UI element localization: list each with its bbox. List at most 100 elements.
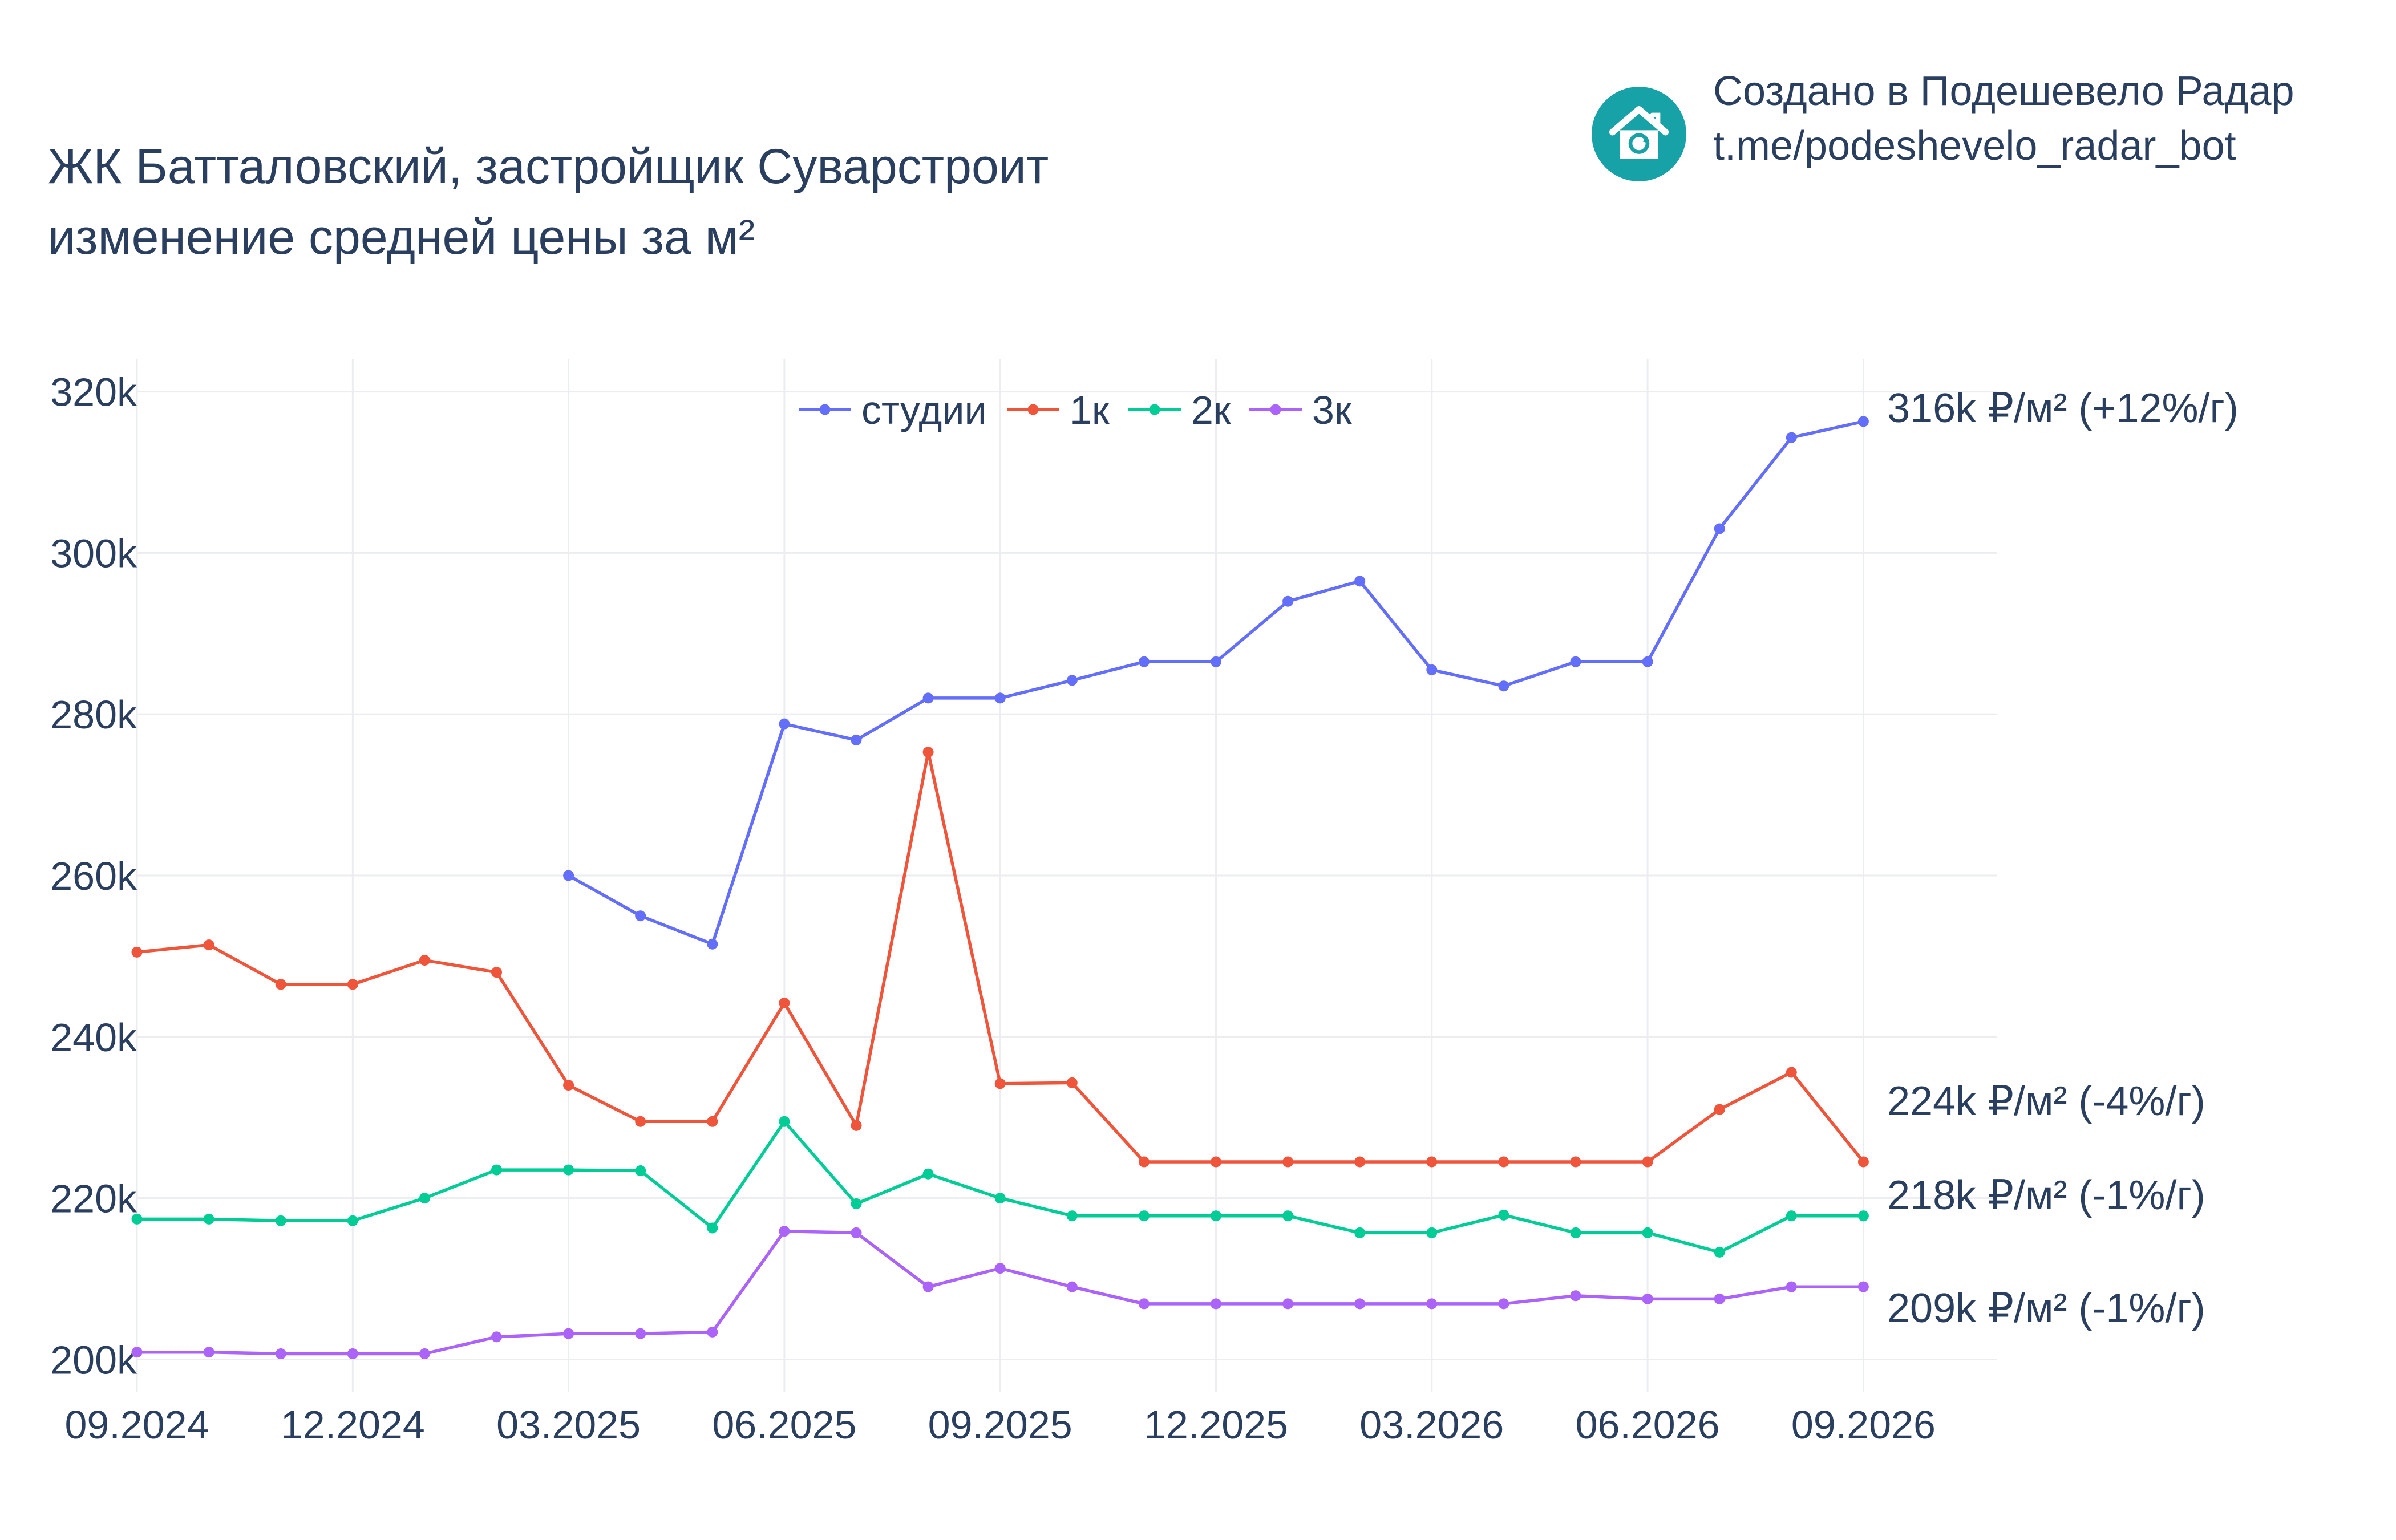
data-point[interactable] xyxy=(563,870,574,881)
data-point[interactable] xyxy=(1714,1104,1725,1115)
data-point[interactable] xyxy=(1786,1210,1797,1222)
data-point[interactable] xyxy=(994,692,1006,704)
data-point[interactable] xyxy=(1138,1210,1150,1222)
data-point[interactable] xyxy=(1354,1156,1366,1168)
data-point[interactable] xyxy=(1282,1298,1294,1310)
data-point[interactable] xyxy=(707,1116,718,1127)
data-point[interactable] xyxy=(203,1347,214,1358)
data-point[interactable] xyxy=(1786,1281,1797,1292)
data-point[interactable] xyxy=(1570,1156,1581,1168)
data-point[interactable] xyxy=(1857,1281,1869,1292)
data-point[interactable] xyxy=(707,1326,718,1338)
data-point[interactable] xyxy=(347,1215,358,1226)
data-point[interactable] xyxy=(275,1215,286,1226)
data-point[interactable] xyxy=(1498,680,1509,692)
data-point[interactable] xyxy=(1282,1210,1294,1222)
data-point[interactable] xyxy=(131,946,143,958)
data-point[interactable] xyxy=(994,1193,1006,1204)
data-point[interactable] xyxy=(1138,1298,1150,1310)
data-point[interactable] xyxy=(1857,416,1869,427)
data-point[interactable] xyxy=(491,1164,502,1176)
data-point[interactable] xyxy=(131,1213,143,1225)
data-point[interactable] xyxy=(1066,1210,1078,1222)
data-point[interactable] xyxy=(563,1328,574,1339)
data-point[interactable] xyxy=(635,1328,646,1339)
data-point[interactable] xyxy=(1857,1156,1869,1168)
data-point[interactable] xyxy=(419,1348,430,1360)
data-point[interactable] xyxy=(779,1226,790,1237)
data-point[interactable] xyxy=(1138,1156,1150,1168)
data-point[interactable] xyxy=(347,1348,358,1360)
data-point[interactable] xyxy=(1354,1227,1366,1238)
data-point[interactable] xyxy=(1714,1293,1725,1304)
data-point[interactable] xyxy=(635,1165,646,1177)
data-point[interactable] xyxy=(1570,1290,1581,1302)
data-point[interactable] xyxy=(635,910,646,922)
data-point[interactable] xyxy=(994,1078,1006,1089)
data-point[interactable] xyxy=(347,979,358,990)
chart-title: ЖК Батталовский, застройщик Суварстроит … xyxy=(48,131,1049,273)
data-point[interactable] xyxy=(851,1198,862,1210)
data-point[interactable] xyxy=(203,1213,214,1225)
data-point[interactable] xyxy=(1714,523,1725,534)
data-point[interactable] xyxy=(1498,1209,1509,1221)
data-point[interactable] xyxy=(1211,1210,1221,1222)
data-point[interactable] xyxy=(1642,1156,1653,1168)
data-point[interactable] xyxy=(1066,675,1078,686)
data-point[interactable] xyxy=(779,1116,790,1127)
data-point[interactable] xyxy=(1857,1210,1869,1222)
data-point[interactable] xyxy=(563,1080,574,1091)
data-point[interactable] xyxy=(1211,1298,1221,1310)
data-point[interactable] xyxy=(1211,1156,1221,1168)
data-point[interactable] xyxy=(419,1193,430,1204)
data-point[interactable] xyxy=(1066,1281,1078,1292)
data-point[interactable] xyxy=(1426,1227,1438,1238)
brand-line2[interactable]: t.me/podeshevelo_radar_bot xyxy=(1713,123,2236,169)
data-point[interactable] xyxy=(1642,1227,1653,1238)
data-point[interactable] xyxy=(994,1263,1006,1274)
data-point[interactable] xyxy=(1354,576,1366,587)
data-point[interactable] xyxy=(203,939,214,951)
legend-item[interactable]: 2к xyxy=(1128,388,1231,432)
data-point[interactable] xyxy=(851,734,862,745)
data-point[interactable] xyxy=(563,1164,574,1176)
data-point[interactable] xyxy=(419,954,430,966)
data-point[interactable] xyxy=(1714,1246,1725,1258)
data-point[interactable] xyxy=(1426,1156,1438,1168)
data-point[interactable] xyxy=(635,1116,646,1127)
data-point[interactable] xyxy=(1642,656,1653,667)
data-point[interactable] xyxy=(1282,595,1294,607)
data-point[interactable] xyxy=(779,997,790,1008)
data-point[interactable] xyxy=(491,967,502,978)
data-point[interactable] xyxy=(1354,1298,1366,1310)
data-point[interactable] xyxy=(779,718,790,730)
data-point[interactable] xyxy=(922,1281,934,1292)
data-point[interactable] xyxy=(1211,656,1221,667)
data-point[interactable] xyxy=(1642,1293,1653,1304)
legend-item[interactable]: студии xyxy=(799,388,987,432)
data-point[interactable] xyxy=(1498,1298,1509,1310)
data-point[interactable] xyxy=(922,1168,934,1180)
data-point[interactable] xyxy=(1570,1227,1581,1238)
data-point[interactable] xyxy=(851,1227,862,1238)
data-point[interactable] xyxy=(275,979,286,990)
legend-item[interactable]: 1к xyxy=(1007,388,1110,432)
data-point[interactable] xyxy=(1426,664,1438,675)
data-point[interactable] xyxy=(707,1222,718,1234)
data-point[interactable] xyxy=(922,692,934,704)
data-point[interactable] xyxy=(1282,1156,1294,1168)
data-point[interactable] xyxy=(491,1331,502,1343)
legend-item[interactable]: 3к xyxy=(1249,388,1352,432)
data-point[interactable] xyxy=(131,1347,143,1358)
data-point[interactable] xyxy=(707,938,718,950)
data-point[interactable] xyxy=(1786,1067,1797,1078)
data-point[interactable] xyxy=(1426,1298,1438,1310)
data-point[interactable] xyxy=(1498,1156,1509,1168)
data-point[interactable] xyxy=(851,1120,862,1131)
data-point[interactable] xyxy=(1786,432,1797,443)
data-point[interactable] xyxy=(275,1348,286,1360)
data-point[interactable] xyxy=(1138,656,1150,667)
data-point[interactable] xyxy=(1066,1077,1078,1088)
data-point[interactable] xyxy=(922,747,934,758)
data-point[interactable] xyxy=(1570,656,1581,667)
